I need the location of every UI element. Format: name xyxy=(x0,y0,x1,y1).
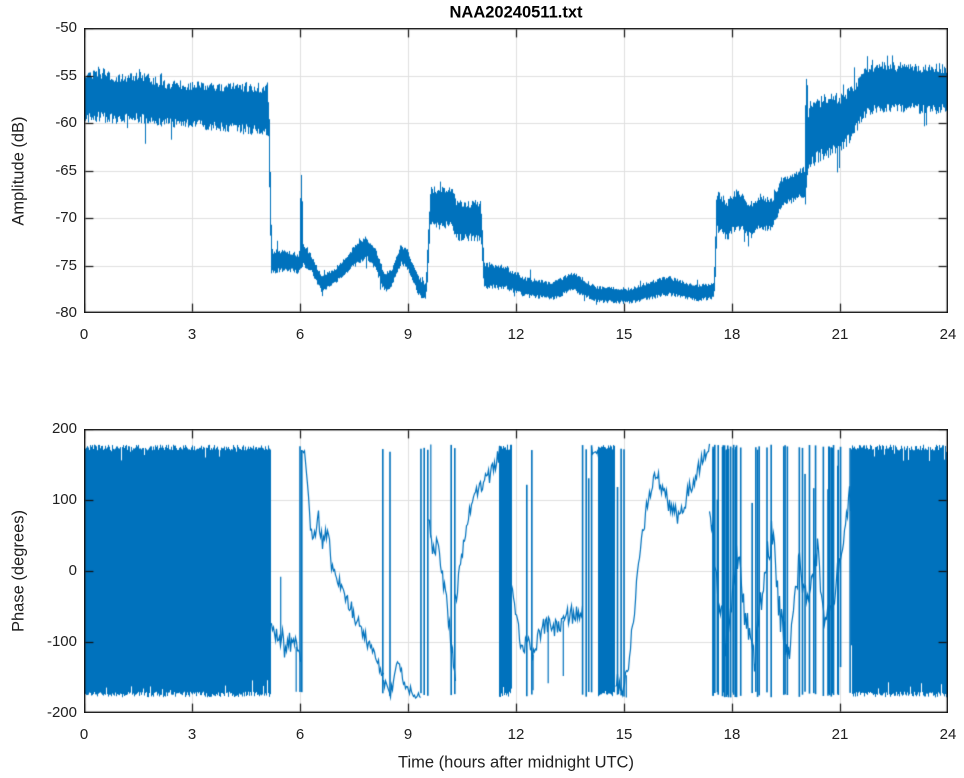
amplitude-plot-canvas xyxy=(84,28,948,313)
phase-x-tick-label: 24 xyxy=(939,726,957,743)
phase-x-tick-label: 21 xyxy=(831,726,849,743)
phase-y-tick-label: -200 xyxy=(46,704,77,721)
amplitude-x-tick-label: 24 xyxy=(939,326,957,343)
amplitude-y-tick-label: -55 xyxy=(55,66,77,84)
phase-x-tick-label: 6 xyxy=(295,726,305,743)
amplitude-y-tick-label: -60 xyxy=(55,114,77,131)
amplitude-x-tick-label: 12 xyxy=(507,326,525,343)
phase-x-tick-label: 3 xyxy=(187,726,197,743)
amplitude-x-tick-label: 9 xyxy=(403,326,413,343)
amplitude-x-tick-label: 0 xyxy=(79,326,89,343)
phase-x-tick-label: 15 xyxy=(615,726,633,743)
amplitude-x-tick-label: 3 xyxy=(187,326,197,343)
phase-x-tick-label: 18 xyxy=(723,726,741,743)
amplitude-y-tick-label: -80 xyxy=(55,304,77,321)
amplitude-y-tick-label: -65 xyxy=(55,161,77,179)
phase-y-tick-label: -100 xyxy=(46,633,77,650)
phase-plot-canvas xyxy=(84,429,948,713)
phase-y-tick-label: 0 xyxy=(68,562,77,579)
amplitude-y-tick-label: -70 xyxy=(55,209,77,226)
amplitude-y-tick-label: -50 xyxy=(55,19,77,36)
amplitude-x-tick-label: 21 xyxy=(831,326,849,343)
phase-x-tick-label: 0 xyxy=(79,726,89,743)
phase-y-tick-label: 200 xyxy=(51,420,77,437)
amplitude-x-tick-label: 6 xyxy=(295,326,305,343)
amplitude-x-tick-label: 18 xyxy=(723,326,741,343)
phase-x-tick-label: 12 xyxy=(507,726,525,743)
phase-y-tick-label: 100 xyxy=(51,491,77,508)
amplitude-x-tick-label: 15 xyxy=(615,326,633,343)
amplitude-y-tick-label: -75 xyxy=(55,256,77,274)
plot-title: NAA20240511.txt xyxy=(449,3,583,22)
time-x-axis-label: Time (hours after midnight UTC) xyxy=(398,753,634,772)
phase-x-tick-label: 9 xyxy=(403,726,413,743)
